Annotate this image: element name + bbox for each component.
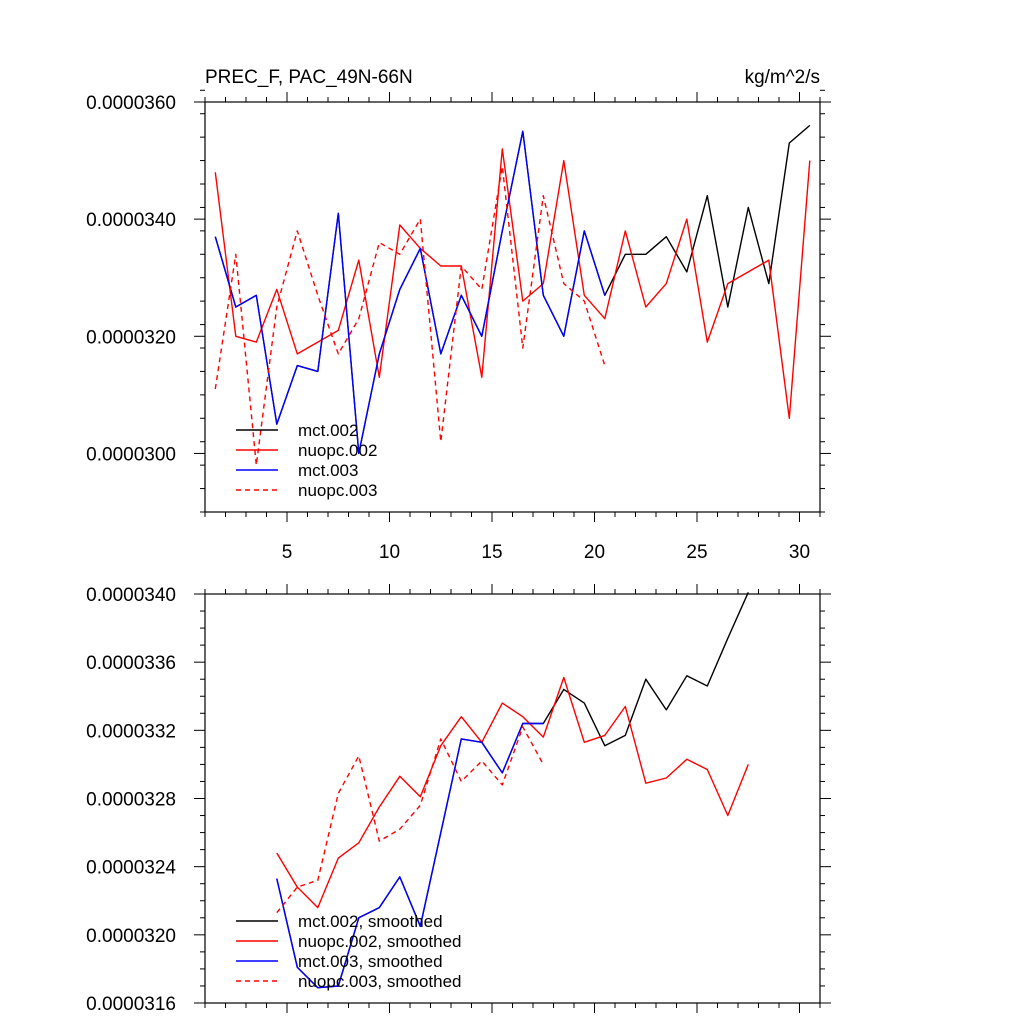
y-tick-label: 0.0000340 (86, 585, 176, 606)
y-tick-label: 0.0000324 (86, 858, 176, 879)
legend-label: mct.003, smoothed (298, 952, 443, 971)
y-tick-label: 0.0000320 (86, 327, 176, 348)
y-tick-label: 0.0000328 (86, 790, 176, 811)
series-line (214, 124, 811, 455)
top-series-group (214, 124, 811, 466)
x-tick-label: 10 (379, 542, 400, 563)
series-line (276, 726, 544, 914)
series-line (276, 676, 749, 909)
legend-label: nuopc.003, smoothed (298, 972, 462, 991)
legend-label: nuopc.003 (298, 481, 377, 500)
series-line (214, 165, 606, 466)
y-tick-label: 0.0000340 (86, 210, 176, 231)
legend-label: mct.003 (298, 461, 358, 480)
series-line (214, 130, 606, 455)
y-tick-label: 0.0000320 (86, 926, 176, 947)
x-tick-label: 30 (789, 542, 810, 563)
legend-label: mct.002, smoothed (298, 912, 443, 931)
chart-title: PREC_F, PAC_49N-66N (205, 67, 413, 88)
legend-label: nuopc.002 (298, 441, 377, 460)
x-tick-label: 20 (584, 542, 605, 563)
x-tick-label: 15 (481, 542, 502, 563)
series-line (276, 722, 544, 989)
top-chart-panel: PREC_F, PAC_49N-66N kg/m^2/s 5 10 15 20 25 30… (86, 67, 831, 563)
top-axis-ticks: 5 10 15 20 25 30 0.0000300 0.0000320 0.0000340 0.… (86, 89, 831, 563)
x-tick-label: 25 (686, 542, 707, 563)
y-tick-label: 0.0000360 (86, 93, 176, 114)
x-tick-label: 5 (282, 542, 293, 563)
y-tick-label: 0.0000316 (86, 994, 176, 1015)
series-line (214, 148, 811, 419)
bottom-chart-panel: 0.0000316 0.0000320 0.0000324 0.0000328 0.00… (86, 584, 831, 1015)
legend-label: mct.002 (298, 421, 358, 440)
y-tick-label: 0.0000300 (86, 444, 176, 465)
legend-label: nuopc.002, smoothed (298, 932, 462, 951)
bottom-series-group (276, 592, 749, 989)
y-tick-label: 0.0000336 (86, 653, 176, 674)
units-label: kg/m^2/s (745, 67, 820, 88)
bottom-axis-ticks: 0.0000316 0.0000320 0.0000324 0.0000328 0.00… (86, 584, 831, 1015)
y-tick-label: 0.0000332 (86, 721, 176, 742)
